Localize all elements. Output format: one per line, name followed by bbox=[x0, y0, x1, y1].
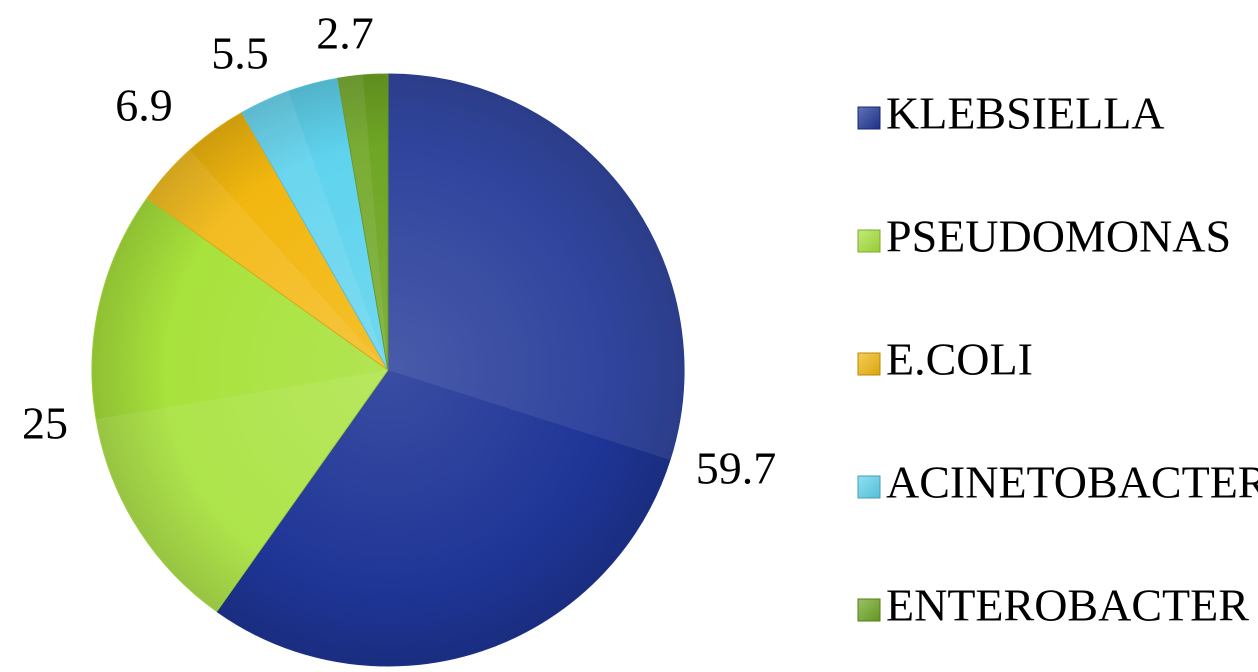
data-label-enterobacter: 2.7 bbox=[316, 8, 374, 59]
pie-slice-pseudomonas bbox=[91, 197, 389, 613]
pie-slice-highlight-enterobacter bbox=[337, 75, 388, 370]
pie-slice-e-coli bbox=[146, 111, 389, 371]
legend-item-acinetobacter: ACINETOBACTER bbox=[857, 457, 1258, 508]
legend: KLEBSIELLA PSEUDOMONAS E.COLI ACINETOBACTER… bbox=[857, 88, 1258, 631]
data-label-e-coli: 6.9 bbox=[115, 80, 173, 131]
data-label-klebsiella: 59.7 bbox=[696, 443, 777, 494]
legend-item-e-coli: E.COLI bbox=[857, 334, 1033, 385]
data-label-acinetobacter: 5.5 bbox=[211, 28, 269, 79]
legend-swatch-enterobacter bbox=[857, 598, 881, 622]
legend-label-klebsiella: KLEBSIELLA bbox=[886, 88, 1165, 139]
legend-label-e-coli: E.COLI bbox=[886, 334, 1033, 385]
pie-slice-highlight-klebsiella bbox=[388, 74, 685, 460]
legend-label-pseudomonas: PSEUDOMONAS bbox=[886, 211, 1231, 262]
legend-swatch-acinetobacter bbox=[857, 475, 881, 499]
pie-slices bbox=[91, 73, 685, 667]
pie-slice-highlight-e-coli bbox=[147, 150, 388, 370]
legend-swatch-pseudomonas bbox=[857, 229, 881, 253]
legend-item-pseudomonas: PSEUDOMONAS bbox=[857, 211, 1231, 262]
legend-label-acinetobacter: ACINETOBACTER bbox=[886, 457, 1258, 508]
legend-swatch-klebsiella bbox=[857, 106, 881, 130]
pie-slice-highlight-pseudomonas bbox=[96, 370, 389, 612]
pie-slice-highlight-acinetobacter bbox=[241, 91, 388, 370]
legend-item-klebsiella: KLEBSIELLA bbox=[857, 88, 1165, 139]
legend-label-enterobacter: ENTEROBACTER bbox=[886, 580, 1249, 631]
legend-swatch-e-coli bbox=[857, 352, 881, 376]
data-labels: 59.7 25 6.9 5.5 2.7 bbox=[22, 8, 776, 494]
pie-slice-klebsiella bbox=[216, 73, 685, 667]
data-label-pseudomonas: 25 bbox=[22, 398, 68, 449]
pie-slice-enterobacter bbox=[337, 73, 389, 371]
legend-item-enterobacter: ENTEROBACTER bbox=[857, 580, 1249, 631]
